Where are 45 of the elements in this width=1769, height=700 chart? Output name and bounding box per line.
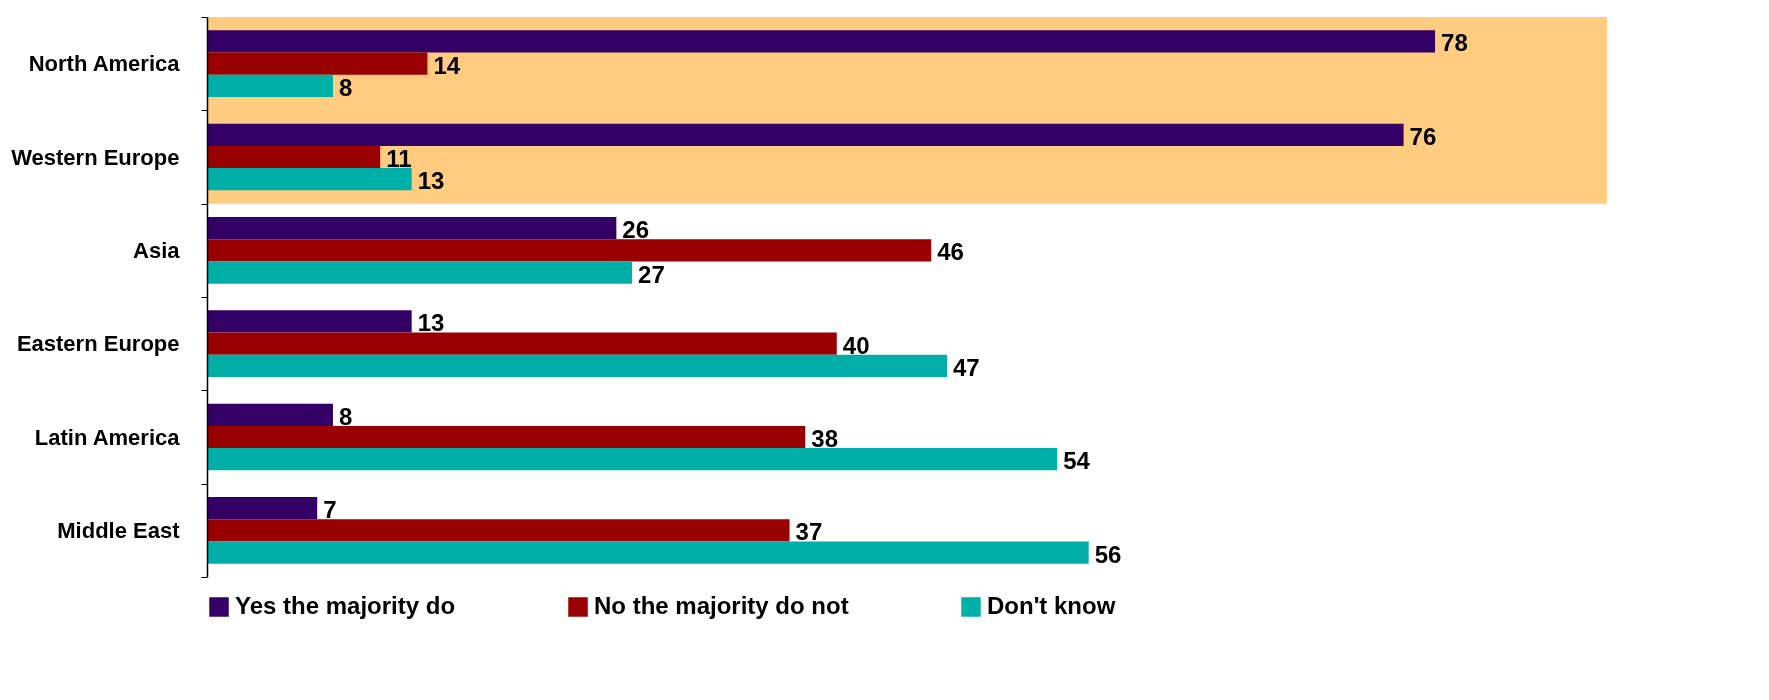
data-label: 46 [937, 238, 964, 266]
y-tick-label: Asia [133, 237, 181, 263]
data-label: 8 [338, 73, 353, 101]
data-label: 13 [417, 167, 445, 195]
bar [207, 52, 428, 75]
bar [207, 448, 1058, 471]
bar [207, 354, 947, 377]
legend-label: No the majority do not [594, 592, 849, 619]
bar [207, 497, 318, 520]
data-label: 38 [811, 425, 838, 452]
data-label: 26 [622, 216, 650, 244]
data-label: 8 [338, 402, 353, 430]
bar [207, 239, 932, 262]
y-tick-label: Eastern Europe [16, 331, 180, 357]
data-label: 14 [433, 51, 461, 79]
data-label: 11 [386, 145, 412, 172]
data-label: 27 [638, 260, 665, 288]
bar [207, 519, 790, 542]
bar [207, 123, 1404, 146]
data-label: 7 [323, 496, 337, 524]
data-label: 37 [795, 518, 823, 546]
y-tick-label: Middle East [57, 517, 181, 543]
data-label: 56 [1094, 540, 1122, 568]
data-label: 13 [417, 309, 445, 337]
bar [207, 30, 1436, 53]
y-tick-label: North America [28, 51, 181, 77]
bar [207, 261, 633, 284]
bar [207, 145, 381, 169]
y-tick-label: Western Europe [11, 144, 180, 170]
legend-label: Yes the majority do [235, 592, 456, 619]
data-label: 54 [1063, 447, 1091, 475]
bar [207, 310, 412, 333]
data-label: 78 [1441, 29, 1468, 57]
legend-label: Don't know [987, 592, 1116, 619]
data-label: 76 [1409, 122, 1437, 150]
data-label: 47 [952, 353, 980, 381]
y-tick-label: Latin America [34, 424, 181, 450]
data-label: 40 [842, 331, 870, 359]
bar [207, 425, 806, 449]
bar [207, 541, 1089, 564]
bar [207, 332, 837, 355]
bar [207, 168, 412, 191]
bar [207, 217, 617, 240]
bar [207, 74, 333, 97]
bar [207, 403, 333, 426]
